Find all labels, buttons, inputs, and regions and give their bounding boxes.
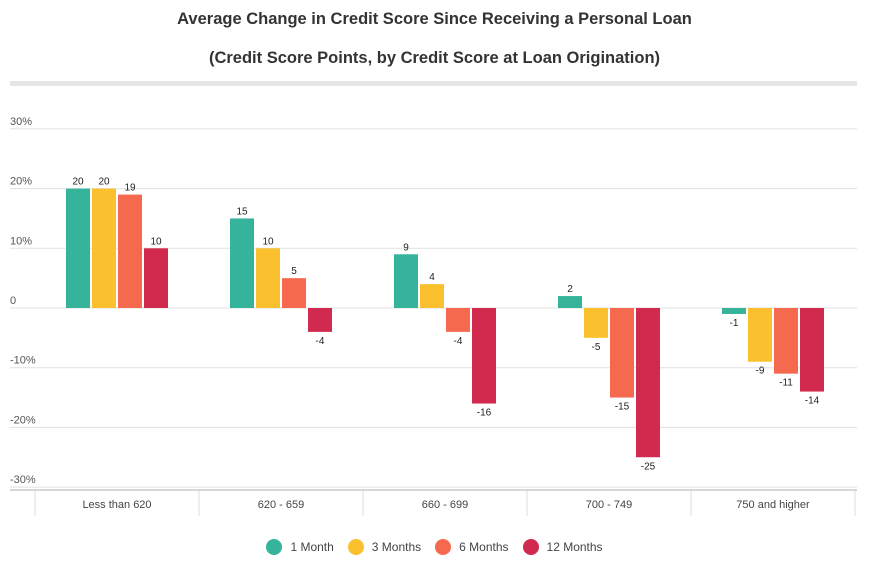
- data-label: -25: [641, 461, 656, 472]
- y-tick-label: 0: [10, 295, 16, 307]
- data-label: 4: [429, 272, 435, 283]
- y-tick-label: 30%: [10, 116, 32, 128]
- bar: [394, 254, 418, 308]
- bar: [722, 308, 746, 314]
- data-label: -9: [756, 366, 765, 377]
- data-label: 5: [291, 266, 297, 277]
- data-label: -1: [730, 318, 739, 329]
- legend-item[interactable]: 1 Month: [266, 539, 334, 555]
- bar: [230, 218, 254, 308]
- legend-swatch-icon: [347, 539, 364, 555]
- chart-title: Average Change in Credit Score Since Rec…: [177, 10, 692, 28]
- y-tick-label: -10%: [10, 355, 36, 367]
- bar: [144, 248, 168, 308]
- data-label: 10: [150, 236, 162, 247]
- legend: 1 Month 3 Months 6 Months 12 Months: [0, 539, 869, 555]
- legend-label: 6 Months: [459, 540, 509, 554]
- bar: [636, 308, 660, 458]
- bar: [118, 194, 142, 308]
- legend-swatch-icon: [522, 539, 539, 555]
- bar: [92, 188, 116, 308]
- data-label: 19: [124, 183, 136, 194]
- bar: [420, 284, 444, 308]
- x-tick-label: 700 - 749: [586, 499, 632, 511]
- data-label: -15: [615, 402, 630, 413]
- x-tick-label: 620 - 659: [258, 499, 304, 511]
- data-label: -16: [477, 408, 492, 419]
- data-label: 20: [72, 177, 84, 188]
- legend-item[interactable]: 6 Months: [435, 539, 509, 555]
- bar: [584, 308, 608, 338]
- bar: [558, 296, 582, 308]
- x-tick-label: Less than 620: [82, 499, 151, 511]
- chart-subtitle: (Credit Score Points, by Credit Score at…: [208, 49, 661, 67]
- data-label: -11: [779, 378, 793, 389]
- bar: [282, 278, 306, 308]
- data-label: 15: [236, 206, 248, 217]
- legend-item[interactable]: 12 Months: [522, 539, 603, 555]
- legend-item[interactable]: 3 Months: [347, 539, 422, 555]
- y-tick-label: 10%: [10, 235, 32, 247]
- data-label: -5: [592, 342, 601, 353]
- y-tick-label: -20%: [10, 414, 36, 426]
- legend-label: 12 Months: [546, 540, 603, 554]
- legend-label: 1 Month: [290, 540, 334, 554]
- data-label: -4: [316, 336, 325, 347]
- data-label: 2: [567, 284, 573, 295]
- bar: [800, 308, 824, 392]
- bar: [308, 308, 332, 332]
- x-tick-label: 750 and higher: [736, 499, 810, 511]
- bar: [446, 308, 470, 332]
- bar: [610, 308, 634, 398]
- data-label: 10: [262, 236, 274, 247]
- data-label: -14: [805, 396, 820, 407]
- bar: [256, 248, 280, 308]
- data-label: 9: [403, 242, 409, 253]
- legend-swatch-icon: [435, 539, 452, 555]
- y-tick-label: -30%: [10, 474, 36, 486]
- bar: [472, 308, 496, 404]
- data-label: 20: [98, 177, 110, 188]
- bar: [748, 308, 772, 362]
- header-divider: [10, 81, 857, 86]
- bar: [774, 308, 798, 374]
- data-label: -4: [454, 336, 463, 347]
- legend-swatch-icon: [266, 539, 283, 555]
- y-tick-label: 20%: [10, 176, 32, 188]
- legend-label: 3 Months: [371, 540, 422, 554]
- x-tick-label: 660 - 699: [422, 499, 468, 511]
- bar: [66, 188, 90, 308]
